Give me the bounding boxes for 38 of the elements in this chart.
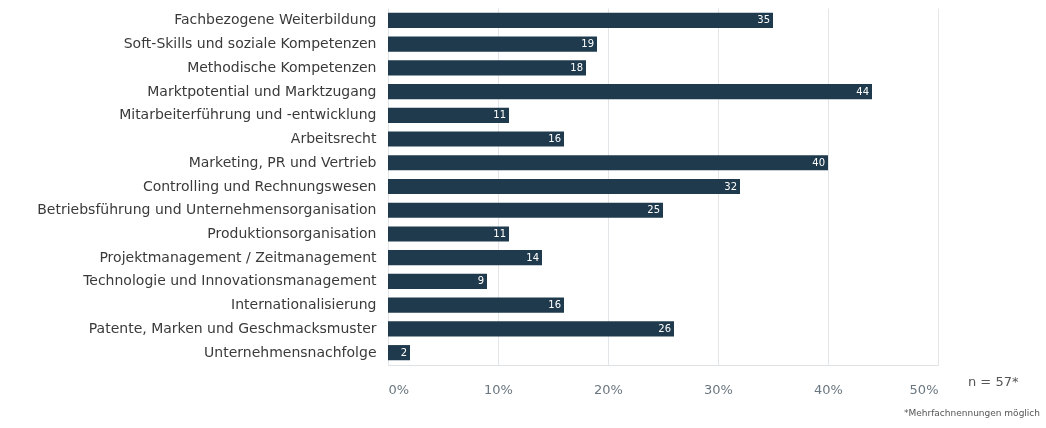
y-tick-label: Fachbezogene Weiterbildung [174, 11, 377, 28]
y-tick-label: Technologie und Innovationsmanagement [82, 272, 378, 289]
y-tick-label: Unternehmensnachfolge [204, 343, 377, 360]
data-label: 19 [581, 38, 594, 50]
y-tick-label: Soft-Skills und soziale Kompetenzen [123, 35, 377, 52]
x-tick-label: 0% [388, 381, 410, 397]
data-label: 26 [658, 322, 671, 334]
data-label: 40 [812, 156, 825, 168]
x-tick-label: 40% [814, 381, 843, 397]
x-tick-label: 10% [484, 381, 513, 397]
y-tick-label: Methodische Kompetenzen [187, 58, 377, 75]
y-tick-label: Marketing, PR und Vertrieb [188, 153, 377, 170]
y-tick-label: Mitarbeiterführung und -entwicklung [119, 106, 377, 123]
data-label: 44 [856, 85, 869, 97]
y-tick-label: Produktionsorganisation [207, 224, 377, 241]
y-tick-label: Patente, Marken und Geschmacksmuster [88, 319, 377, 336]
y-tick-label: Marktpotential und Marktzugang [147, 82, 377, 99]
data-label: 18 [570, 61, 583, 73]
data-label: 9 [477, 275, 484, 287]
data-label: 16 [548, 299, 561, 311]
text: n = 57* [968, 374, 1019, 389]
x-tick-label: 50% [909, 381, 939, 397]
x-tick-label: 20% [594, 381, 623, 397]
y-tick-label: Betriebsführung und Unternehmensorganisation [37, 201, 377, 218]
y-tick-label: Internationalisierung [231, 296, 377, 313]
data-label: 25 [647, 204, 660, 216]
y-tick-label: Arbeitsrecht [290, 130, 377, 147]
x-tick-label: 30% [704, 381, 733, 397]
data-label: 14 [526, 251, 539, 263]
y-tick-label: Controlling und Rechnungswesen [142, 177, 377, 194]
data-label: 32 [724, 180, 737, 192]
data-label: 35 [757, 14, 770, 26]
text: *Mehrfachnennungen möglich [903, 408, 1040, 418]
data-label: 2 [400, 346, 407, 358]
data-label: 16 [548, 133, 561, 145]
y-tick-label: Projektmanagement / Zeitmanagement [99, 248, 378, 265]
data-label: 11 [493, 109, 506, 121]
data-label: 11 [493, 227, 506, 239]
